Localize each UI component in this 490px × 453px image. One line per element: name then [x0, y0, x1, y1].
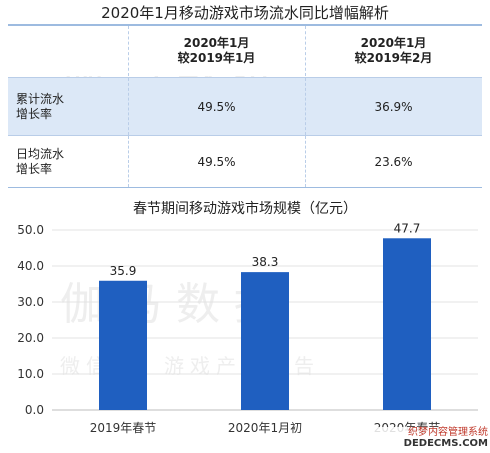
bar [99, 280, 147, 410]
row-label-cumulative: 累计流水 增长率 [16, 91, 65, 121]
chart-title: 春节期间移动游戏市场规模（亿元） [133, 201, 357, 217]
growth-table: 2020年1月 较2019年1月 2020年1月 较2019年2月 累计流水 增… [8, 24, 482, 188]
data-label: 35.9 [110, 264, 137, 278]
data-label: 47.7 [394, 221, 421, 235]
cell-cumulative-feb: 36.9% [374, 99, 413, 114]
row-label-daily: 日均流水 增长率 [16, 146, 65, 176]
corner-watermark-line2: DEDECMS.COM [403, 438, 488, 449]
y-tick-label: 50.0 [17, 223, 44, 237]
table-row: 日均流水 增长率 49.5% 23.6% [8, 135, 482, 187]
table-title: 2020年1月移动游戏市场流水同比增幅解析 [101, 4, 389, 22]
header-jan-vs-feb: 2020年1月 较2019年2月 [354, 36, 433, 65]
header-cell-1: 2020年1月 较2019年1月 [128, 26, 305, 76]
y-tick-label: 20.0 [17, 331, 44, 345]
bar [383, 238, 431, 410]
cell-daily-feb: 23.6% [374, 154, 413, 169]
table-row: 累计流水 增长率 49.5% 36.9% [8, 77, 482, 135]
x-tick-label: 2020年1月初 [228, 421, 302, 435]
bar [241, 272, 289, 410]
cell-daily-jan: 49.5% [197, 154, 236, 169]
header-jan-vs-jan: 2020年1月 较2019年1月 [177, 36, 256, 65]
y-tick-label: 40.0 [17, 259, 44, 273]
cell-cumulative-jan: 49.5% [197, 99, 236, 114]
table-header-row: 2020年1月 较2019年1月 2020年1月 较2019年2月 [8, 26, 482, 76]
data-label: 38.3 [252, 255, 279, 269]
x-tick-label: 2019年春节 [90, 421, 157, 435]
y-tick-label: 10.0 [17, 367, 44, 381]
corner-watermark-line1: 织梦内容管理系统 [408, 427, 488, 438]
corner-watermark: 织梦内容管理系统 DEDECMS.COM [370, 427, 488, 451]
y-tick-label: 30.0 [17, 295, 44, 309]
header-cell-2: 2020年1月 较2019年2月 [305, 26, 482, 76]
y-tick-label: 0.0 [25, 403, 44, 417]
